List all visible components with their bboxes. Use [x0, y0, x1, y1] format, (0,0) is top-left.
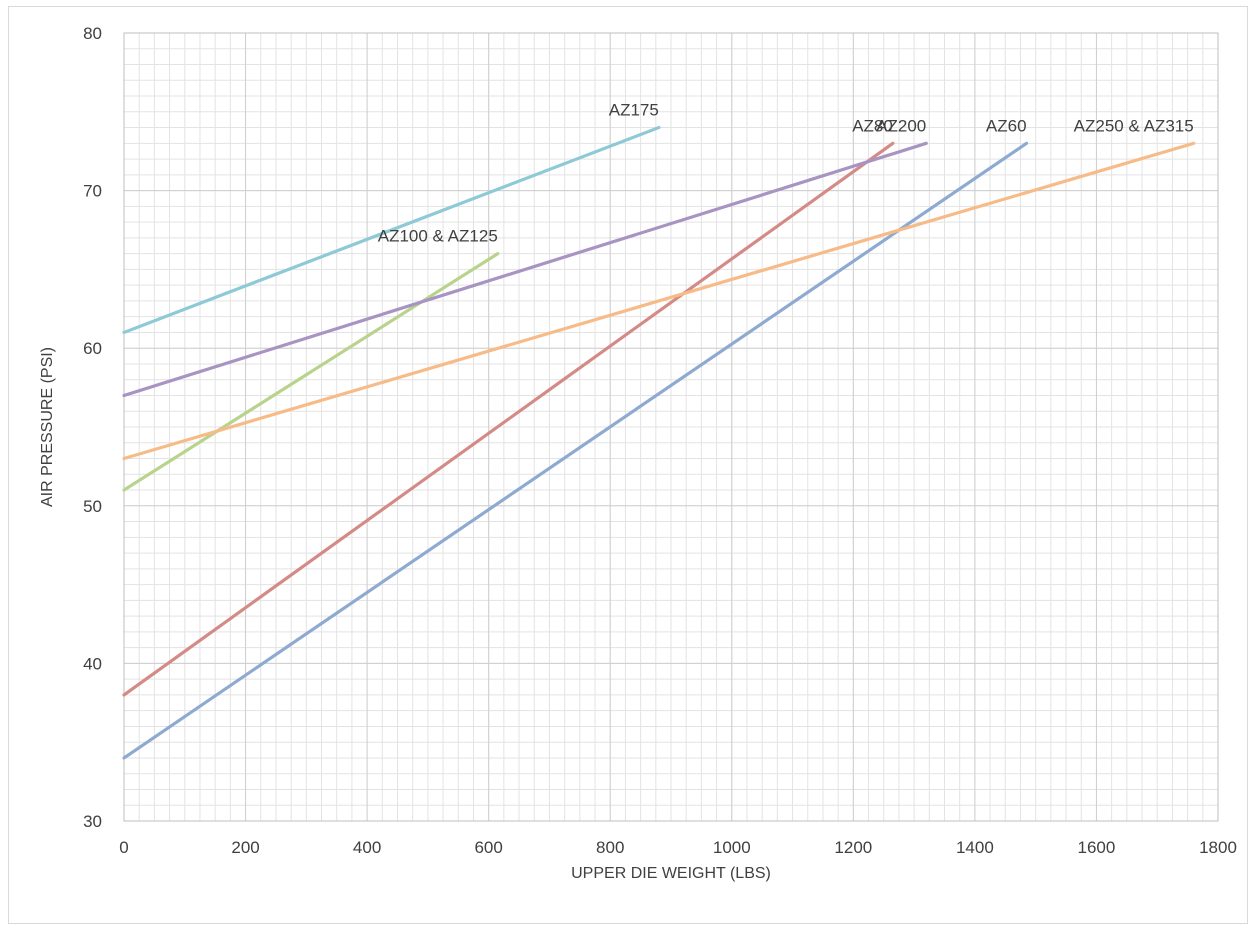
series-line-1 — [122, 252, 500, 492]
y-axis-title: AIR PRESSURE (PSI) — [39, 347, 56, 507]
series-label-4: AZ60 — [986, 116, 1027, 135]
series-line-5 — [122, 141, 1196, 461]
x-tick-label: 1200 — [834, 838, 872, 857]
x-tick-label: 1000 — [713, 838, 751, 857]
y-tick-label: 80 — [83, 24, 102, 43]
x-tick-label: 1600 — [1078, 838, 1116, 857]
x-tick-label: 1400 — [956, 838, 994, 857]
series-label-5: AZ250 & AZ315 — [1074, 116, 1194, 135]
series-line-0 — [122, 125, 661, 335]
series-label-0: AZ175 — [609, 101, 659, 120]
series-label-3: AZ200 — [876, 116, 926, 135]
x-tick-label: 400 — [353, 838, 381, 857]
series-lines — [122, 125, 1196, 760]
y-tick-label: 30 — [83, 812, 102, 831]
series-line-3 — [122, 141, 928, 398]
x-tick-label: 800 — [596, 838, 624, 857]
x-tick-label: 1800 — [1199, 838, 1237, 857]
y-tick-label: 60 — [83, 339, 102, 358]
x-axis-ticks: 0 200 400 600 800 1000 1200 1400 1600 1800 — [119, 838, 1237, 857]
series-line-2 — [122, 141, 895, 697]
minor-gridlines — [123, 32, 1219, 822]
x-axis-title: UPPER DIE WEIGHT (LBS) — [571, 865, 771, 882]
y-tick-label: 70 — [83, 182, 102, 201]
y-tick-label: 50 — [83, 497, 102, 516]
x-tick-label: 600 — [474, 838, 502, 857]
y-tick-label: 40 — [83, 654, 102, 673]
series-line-4 — [122, 141, 1029, 760]
series-label-1: AZ100 & AZ125 — [378, 227, 498, 246]
plot-border — [123, 32, 1219, 822]
x-tick-label: 0 — [119, 838, 128, 857]
series-label-2: AZ80 — [852, 116, 893, 135]
x-tick-label: 200 — [231, 838, 259, 857]
y-axis-ticks: 30 40 50 60 70 80 — [83, 24, 102, 831]
